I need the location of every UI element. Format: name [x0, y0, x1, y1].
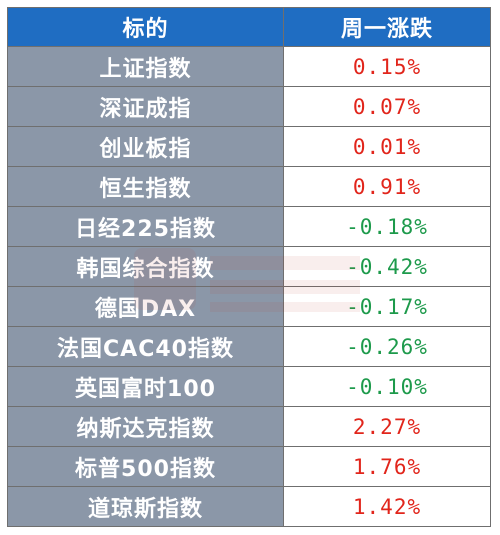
- index-name-cell: 深证成指: [8, 87, 284, 126]
- header-monday-change: 周一涨跌: [284, 8, 491, 46]
- table-row: 纳斯达克指数 2.27%: [8, 407, 491, 447]
- index-name-cell: 道琼斯指数: [8, 487, 284, 526]
- table-row: 创业板指 0.01%: [8, 127, 491, 167]
- change-value-cell: 0.15%: [284, 47, 491, 86]
- change-value-cell: 0.07%: [284, 87, 491, 126]
- index-performance-table: 标的 周一涨跌 上证指数 0.15% 深证成指 0.07% 创业板指 0.01% 恒生指数 0…: [7, 7, 491, 527]
- table-row: 法国CAC40指数 -0.26%: [8, 327, 491, 367]
- index-name-cell: 日经225指数: [8, 207, 284, 246]
- table-body: 上证指数 0.15% 深证成指 0.07% 创业板指 0.01% 恒生指数 0.91% 日经22…: [8, 47, 491, 527]
- change-value-cell: 0.91%: [284, 167, 491, 206]
- table-row: 英国富时100 -0.10%: [8, 367, 491, 407]
- change-value-cell: 1.42%: [284, 487, 491, 526]
- table-row: 道琼斯指数 1.42%: [8, 487, 491, 527]
- table-row: 深证成指 0.07%: [8, 87, 491, 127]
- change-value-cell: 2.27%: [284, 407, 491, 446]
- change-value-cell: 1.76%: [284, 447, 491, 486]
- change-value-cell: -0.10%: [284, 367, 491, 406]
- index-name-cell: 韩国综合指数: [8, 247, 284, 286]
- table-header-row: 标的 周一涨跌: [8, 8, 491, 47]
- change-value-cell: -0.17%: [284, 287, 491, 326]
- index-name-cell: 纳斯达克指数: [8, 407, 284, 446]
- change-value-cell: -0.26%: [284, 327, 491, 366]
- table-row: 恒生指数 0.91%: [8, 167, 491, 207]
- change-value-cell: -0.18%: [284, 207, 491, 246]
- index-name-cell: 德国DAX: [8, 287, 284, 326]
- change-value-cell: 0.01%: [284, 127, 491, 166]
- index-name-cell: 英国富时100: [8, 367, 284, 406]
- header-ticker: 标的: [8, 8, 284, 46]
- table-row: 日经225指数 -0.18%: [8, 207, 491, 247]
- table-row: 标普500指数 1.76%: [8, 447, 491, 487]
- change-value-cell: -0.42%: [284, 247, 491, 286]
- index-name-cell: 上证指数: [8, 47, 284, 86]
- index-name-cell: 标普500指数: [8, 447, 284, 486]
- table-row: 韩国综合指数 -0.42%: [8, 247, 491, 287]
- index-name-cell: 法国CAC40指数: [8, 327, 284, 366]
- index-name-cell: 恒生指数: [8, 167, 284, 206]
- table-row: 上证指数 0.15%: [8, 47, 491, 87]
- index-name-cell: 创业板指: [8, 127, 284, 166]
- table-row: 德国DAX -0.17%: [8, 287, 491, 327]
